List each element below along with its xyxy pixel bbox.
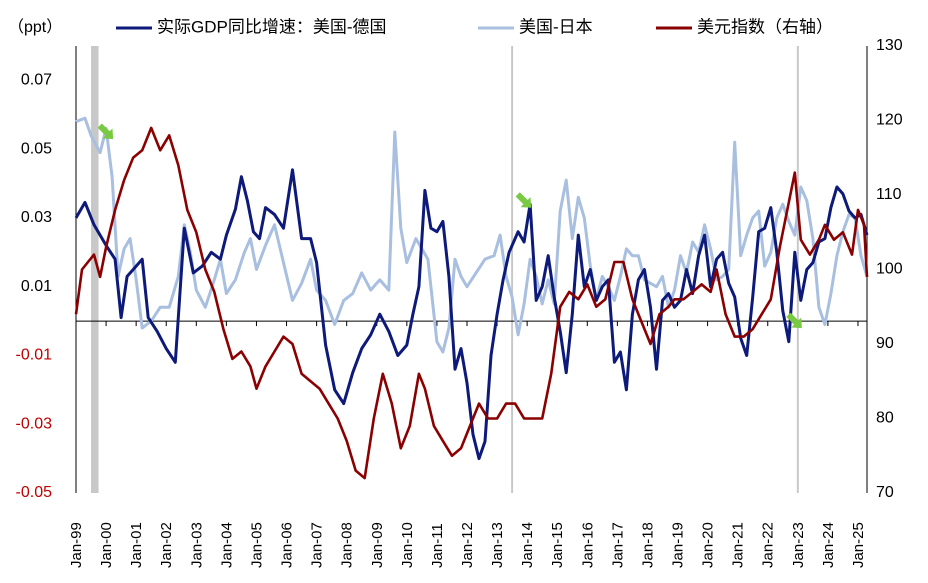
- legend: 实际GDP同比增速：美国-德国 美国-日本 美元指数（右轴）: [116, 17, 833, 36]
- x-tick-label: Jan-12: [459, 522, 476, 568]
- y-left-tick-label: 0.05: [21, 140, 52, 157]
- x-tick-label: Jan-14: [519, 522, 536, 568]
- series-line-2: [74, 126, 869, 480]
- x-tick-label: Jan-21: [730, 522, 747, 568]
- y-tick-labels: 0.07 0.05 0.03 0.01 -0.01 -0.03 -0.05 130 120 110…: [16, 37, 903, 501]
- x-tick-label: Jan-99: [68, 522, 85, 568]
- y-right-tick-label: 120: [876, 112, 903, 129]
- x-tick-label: Jan-02: [158, 522, 175, 568]
- series-line-1: [75, 116, 869, 354]
- shaded-band: [91, 46, 99, 493]
- x-tick-label: Jan-18: [639, 522, 656, 568]
- x-tick-label: Jan-01: [128, 522, 145, 568]
- legend-label: 美国-日本: [519, 17, 593, 36]
- y-left-tick-label: -0.01: [16, 347, 53, 364]
- x-tick-label: Jan-24: [820, 522, 837, 568]
- x-tick-label: Jan-05: [249, 522, 266, 568]
- annotation-arrows: [97, 123, 802, 329]
- x-tick-label: Jan-25: [850, 522, 867, 568]
- x-tick-label: Jan-03: [188, 522, 205, 568]
- y-left-tick-label: -0.03: [16, 415, 53, 432]
- legend-label: 实际GDP同比增速：美国-德国: [157, 17, 387, 36]
- series-line-0: [74, 168, 869, 461]
- y-right-tick-label: 90: [876, 335, 894, 352]
- y-right-tick-label: 80: [876, 410, 894, 427]
- series-lines: [74, 116, 869, 480]
- x-tick-label: Jan-11: [429, 523, 446, 568]
- x-tick-label: Jan-00: [98, 522, 115, 568]
- x-tick-label: Jan-13: [489, 522, 506, 568]
- y-left-tick-label: 0.03: [21, 209, 52, 226]
- x-tick-label: Jan-22: [760, 522, 777, 568]
- green-arrow-icon: [97, 123, 114, 140]
- x-tick-label: Jan-08: [339, 522, 356, 568]
- y-right-tick-label: 110: [876, 186, 902, 203]
- legend-label: 美元指数（右轴）: [697, 17, 833, 36]
- x-tick-label: Jan-19: [670, 522, 687, 568]
- green-arrow-icon: [786, 312, 802, 329]
- y-right-tick-label: 100: [876, 261, 903, 278]
- shaded-band-rect: [91, 46, 99, 493]
- green-arrow-icon: [515, 192, 532, 208]
- x-tick-label: Jan-16: [579, 522, 596, 568]
- x-tick-label: Jan-17: [609, 522, 626, 568]
- x-tick-label: Jan-07: [309, 522, 326, 568]
- x-tick-label: Jan-15: [549, 522, 566, 568]
- x-tick-label: Jan-09: [369, 522, 386, 568]
- y-right-tick-label: 70: [876, 484, 894, 501]
- x-tick-label: Jan-20: [700, 522, 717, 568]
- x-tick-labels: Jan-99 Jan-00 Jan-01 Jan-02 Jan-03 Jan-04 Jan-…: [68, 522, 867, 568]
- x-tick-label: Jan-06: [279, 522, 296, 568]
- y-left-tick-label: 0.07: [21, 72, 52, 89]
- x-tick-label: Jan-04: [218, 522, 235, 568]
- x-tick-label: Jan-23: [790, 522, 807, 568]
- y-unit-label: （ppt）: [8, 18, 62, 36]
- y-left-tick-label: 0.01: [21, 278, 52, 295]
- y-right-tick-label: 130: [876, 37, 903, 54]
- y-left-tick-label: -0.05: [16, 484, 53, 501]
- x-tick-label: Jan-10: [399, 522, 416, 568]
